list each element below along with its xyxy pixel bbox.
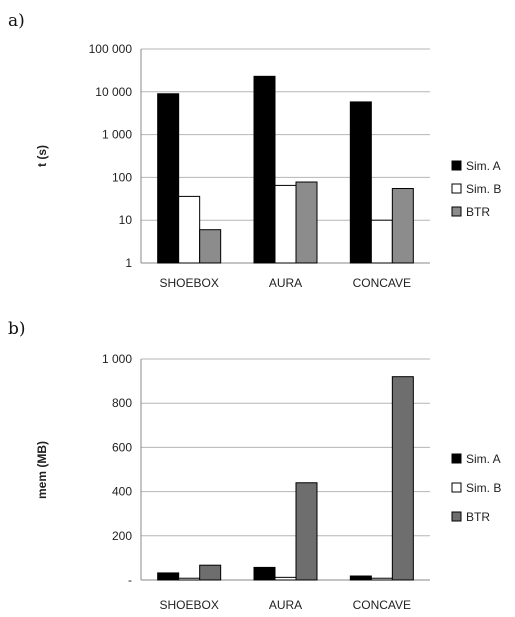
bar-sim-a-shoebox (157, 572, 180, 581)
bar-btr-shoebox (199, 564, 222, 581)
legend-label: Sim. B (466, 481, 501, 495)
panel-label: a) (8, 11, 25, 31)
y-tick-label: 1 000 (102, 352, 132, 366)
legend-swatch (451, 183, 462, 194)
x-tick-label: CONCAVE (353, 276, 411, 290)
bar-btr-concave (391, 376, 414, 581)
y-axis-label: t (s) (35, 145, 49, 167)
y-tick-label: 800 (112, 396, 132, 410)
bar-sim-a-shoebox (157, 93, 180, 264)
x-tick-label: SHOEBOX (159, 276, 218, 290)
chart-panel-1: a) 1 10 100 1 000 10 000 100 000 t (s) SHOEBOX AU… (8, 11, 501, 290)
legend-label: BTR (466, 510, 490, 524)
bar-btr-aura (295, 181, 318, 264)
x-tick-label: CONCAVE (353, 598, 411, 612)
legend-label: Sim. B (466, 182, 501, 196)
bar-sim-b-aura (274, 576, 297, 581)
bar-sim-a-concave (349, 101, 372, 264)
legend-label: Sim. A (466, 159, 501, 173)
bar-sim-b-concave (370, 577, 393, 581)
bar-sim-b-shoebox (178, 577, 201, 581)
chart-panel-2: b) - 200 400 600 800 1 000 mem (MB) SHOEBOX AURA C… (8, 319, 501, 612)
bar-sim-b-concave (370, 219, 393, 264)
y-tick-label: 10 (119, 213, 133, 227)
bar-btr-shoebox (199, 229, 222, 264)
bar-btr-concave (391, 188, 414, 264)
legend-swatch (451, 160, 462, 171)
y-tick-label: - (128, 573, 132, 587)
x-tick-label: AURA (269, 598, 302, 612)
legend-label: Sim. A (466, 452, 501, 466)
bar-sim-a-concave (349, 575, 372, 581)
x-tick-label: AURA (269, 276, 302, 290)
bar-sim-b-shoebox (178, 195, 201, 264)
y-tick-label: 1 (125, 256, 132, 270)
panel-label: b) (8, 319, 26, 339)
y-tick-label: 10 000 (95, 85, 132, 99)
bar-btr-aura (295, 482, 318, 581)
y-tick-label: 1 000 (102, 128, 132, 142)
y-axis-label: mem (MB) (35, 441, 49, 499)
legend-label: BTR (466, 205, 490, 219)
y-tick-label: 100 000 (89, 42, 133, 56)
y-tick-label: 400 (112, 485, 132, 499)
legend-swatch (451, 453, 462, 464)
bar-sim-a-aura (253, 566, 276, 581)
x-tick-label: SHOEBOX (159, 598, 218, 612)
y-tick-label: 100 (112, 170, 132, 184)
legend-swatch (451, 482, 462, 493)
legend-swatch (451, 206, 462, 217)
legend-swatch (451, 511, 462, 522)
y-tick-label: 200 (112, 529, 132, 543)
bar-sim-b-aura (274, 184, 297, 264)
bar-sim-a-aura (253, 75, 276, 264)
y-tick-label: 600 (112, 440, 132, 454)
